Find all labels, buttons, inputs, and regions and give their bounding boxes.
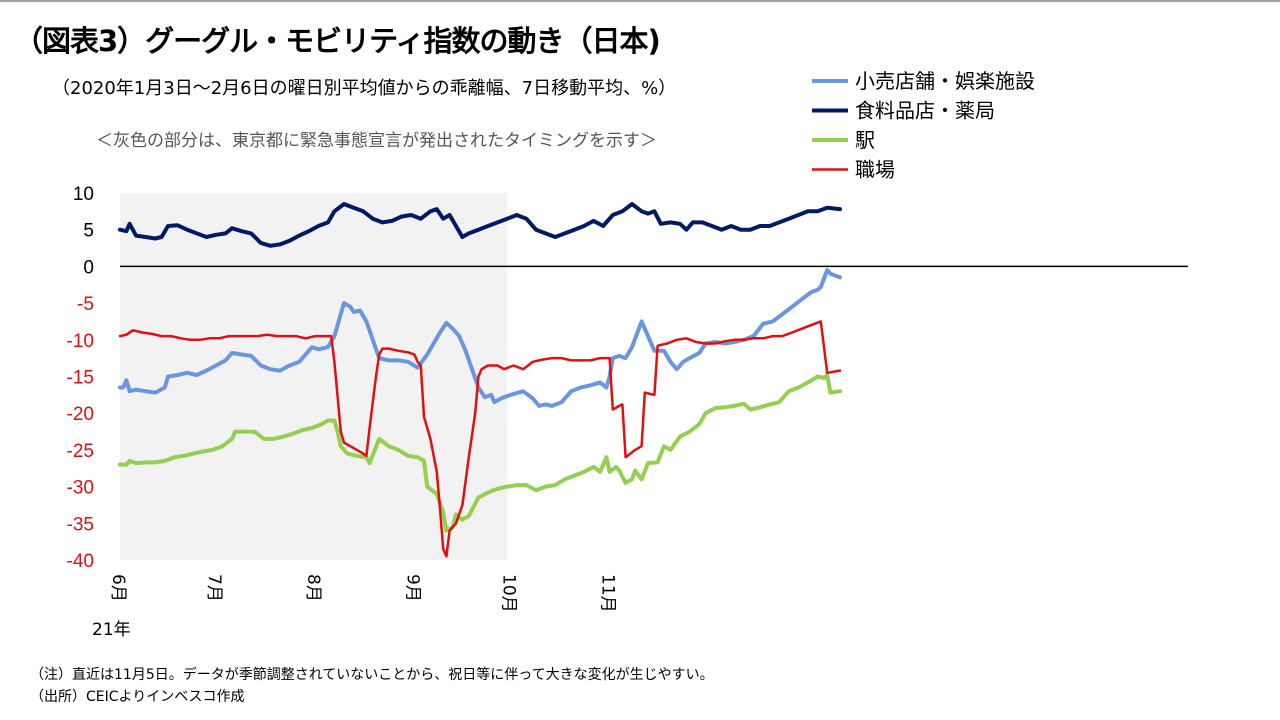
x-year-label: 21年 — [92, 620, 131, 640]
y-tick-label: -40 — [67, 551, 94, 572]
y-tick-label: -5 — [77, 294, 94, 315]
shade-note: ＜灰色の部分は、東京都に緊急事態宣言が発出されたタイミングを示す＞ — [96, 131, 657, 151]
y-tick-label: -30 — [67, 478, 94, 499]
top-rule — [0, 0, 1280, 2]
y-tick-label: -10 — [67, 331, 94, 352]
series-line-grocery — [118, 202, 842, 248]
footnote-source: （出所）CEICよりインベスコ作成 — [30, 689, 245, 705]
y-tick-label: -35 — [67, 514, 94, 535]
footnote-note: （注）直近は11月5日。データが季節調整されていないことから、祝日等に伴って大き… — [30, 667, 714, 683]
x-tick-label: 8月 — [303, 574, 323, 602]
x-tick-label: 6月 — [108, 574, 128, 602]
x-tick-label: 9月 — [402, 574, 422, 602]
emergency-shade — [120, 193, 508, 560]
legend-label-workplace: 職場 — [855, 158, 895, 182]
series-line-workplace — [118, 320, 842, 558]
legend-label-retail: 小売店舗・娯楽施設 — [855, 69, 1035, 93]
legend-label-grocery: 食料品店・薬局 — [855, 99, 995, 123]
series-line-station — [118, 373, 842, 533]
page-title: （図表3）グーグル・モビリティ指数の動き（日本) — [14, 24, 661, 58]
chart-subtitle: （2020年1月3日～2月6日の曜日別平均値からの乖離幅、7日移動平均、%） — [52, 78, 677, 99]
y-tick-label: 10 — [73, 184, 94, 205]
y-tick-label: -25 — [67, 441, 94, 462]
y-tick-label: 0 — [83, 257, 94, 278]
y-tick-label: 5 — [83, 221, 94, 242]
y-tick-label: -20 — [67, 404, 94, 425]
x-tick-label: 10月 — [498, 574, 518, 613]
x-tick-label: 11月 — [598, 574, 618, 613]
y-tick-label: -15 — [67, 368, 94, 389]
legend-label-station: 駅 — [855, 128, 875, 152]
x-tick-label: 7月 — [204, 574, 224, 602]
plot-area: 10 5 0 -5 -10 -15 -20 -25 -30 -35 -40 6月 7月 8月 9月 10月 11… — [67, 184, 1188, 640]
